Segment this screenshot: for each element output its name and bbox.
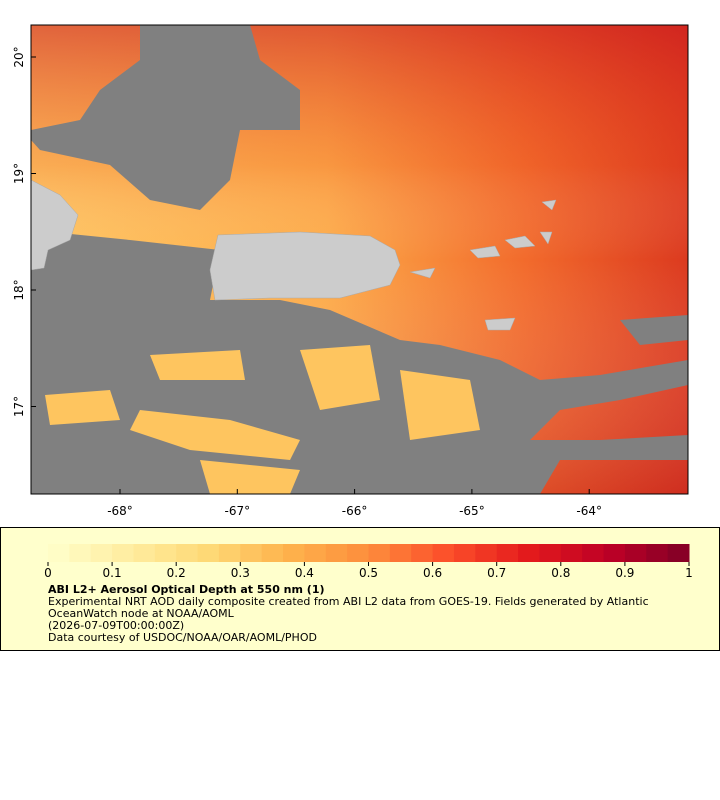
legend-date: (2026-07-09T00:00:00Z) <box>48 619 185 632</box>
colorbar-label: 1 <box>685 566 693 580</box>
colorbar-step <box>304 544 327 562</box>
legend-credit: Data courtesy of USDOC/NOAA/OAR/AOML/PHO… <box>48 631 317 644</box>
colorbar-step <box>176 544 199 562</box>
lon-label: -68° <box>107 504 133 518</box>
colorbar-step <box>112 544 134 562</box>
colorbar-label: 0.6 <box>423 566 442 580</box>
legend-title: ABI L2+ Aerosol Optical Depth at 550 nm … <box>48 583 325 596</box>
aod-patches <box>45 345 480 494</box>
colorbar-step <box>90 544 113 562</box>
lon-label: -66° <box>342 504 368 518</box>
lat-label: 19° <box>12 163 26 184</box>
colorbar-step <box>475 544 498 562</box>
colorbar-step <box>69 544 92 562</box>
legend-description: Experimental NRT AOD daily composite cre… <box>48 595 649 620</box>
colorbar-step <box>218 544 241 562</box>
lat-label: 18° <box>12 279 26 300</box>
colorbar-step <box>560 544 583 562</box>
lat-label: 20° <box>12 46 26 67</box>
colorbar-label: 0.1 <box>103 566 122 580</box>
colorbar-step <box>646 544 669 562</box>
colorbar-step <box>283 544 305 562</box>
colorbar-label: 0 <box>44 566 52 580</box>
colorbar-label: 0.8 <box>551 566 570 580</box>
colorbar-step <box>432 544 455 562</box>
map: 20° 19° 18° 17° -68° -67° -66° -65° -64° <box>12 24 689 518</box>
colorbar-step <box>154 544 177 562</box>
colorbar-step <box>133 544 156 562</box>
lon-label: -65° <box>459 504 485 518</box>
colorbar-step <box>667 544 690 562</box>
colorbar-step <box>48 544 70 562</box>
colorbar-step <box>496 544 519 562</box>
colorbar: 0 0.1 0.2 0.3 0.4 0.5 0.6 0.7 0.8 0.9 1 <box>44 544 693 580</box>
land <box>30 179 557 331</box>
colorbar-step <box>197 544 220 562</box>
map-frame <box>30 24 689 495</box>
legend: 0 0.1 0.2 0.3 0.4 0.5 0.6 0.7 0.8 0.9 1 ABI L2+ Ae… <box>0 527 720 651</box>
colorbar-step <box>539 544 562 562</box>
colorbar-label: 0.3 <box>231 566 250 580</box>
colorbar-step <box>240 544 263 562</box>
colorbar-step <box>582 544 605 562</box>
colorbar-step <box>411 544 434 562</box>
colorbar-step <box>453 544 476 562</box>
colorbar-label: 0.2 <box>167 566 186 580</box>
colorbar-step <box>603 544 626 562</box>
colorbar-step <box>624 544 647 562</box>
colorbar-step <box>389 544 412 562</box>
lon-label: -64° <box>576 504 602 518</box>
colorbar-label: 0.7 <box>487 566 506 580</box>
colorbar-step <box>325 544 348 562</box>
colorbar-step <box>261 544 284 562</box>
lat-label: 17° <box>12 396 26 417</box>
lon-label: -67° <box>224 504 250 518</box>
colorbar-label: 0.4 <box>295 566 314 580</box>
colorbar-label: 0.9 <box>615 566 634 580</box>
colorbar-step <box>518 544 540 562</box>
colorbar-label: 0.5 <box>359 566 378 580</box>
colorbar-step <box>347 544 369 562</box>
colorbar-step <box>368 544 391 562</box>
